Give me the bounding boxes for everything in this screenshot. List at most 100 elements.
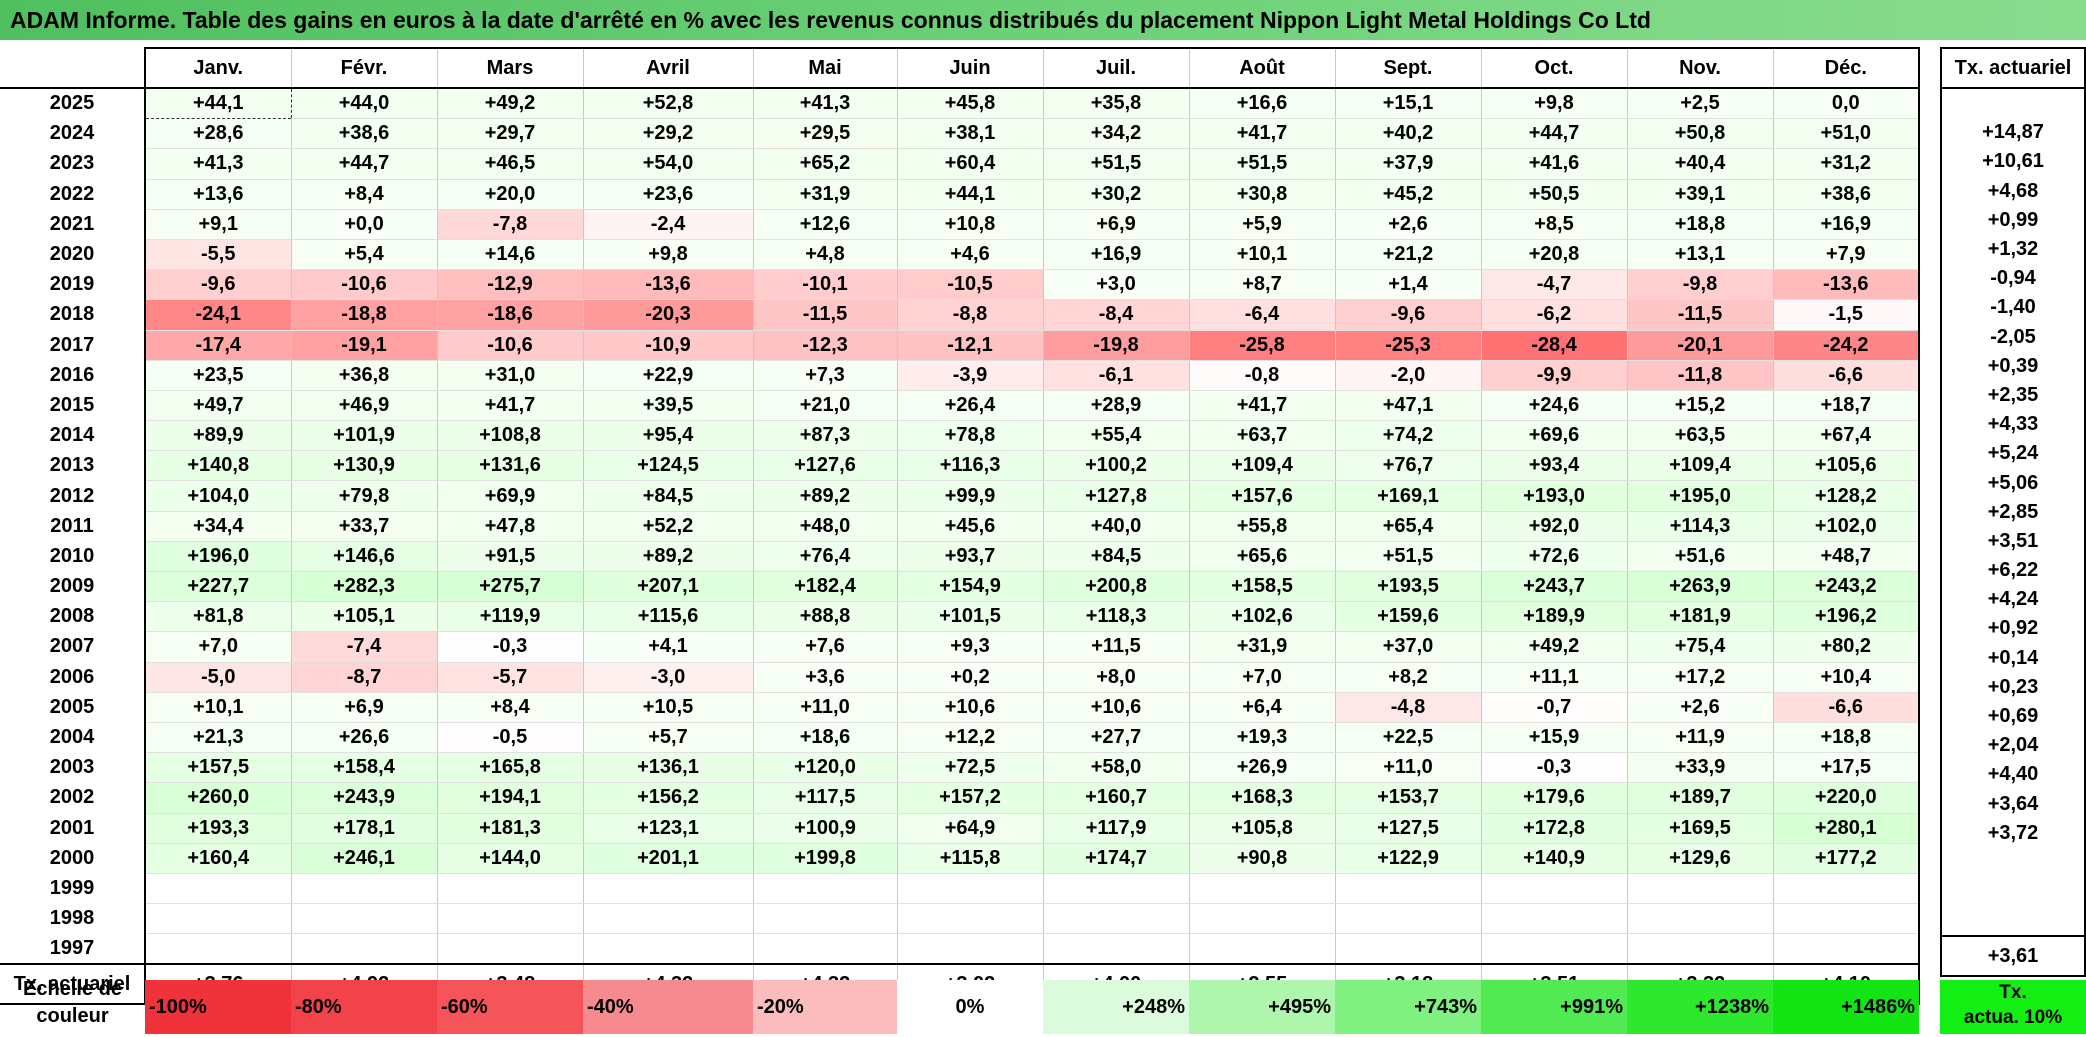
gain-cell: +10,8 [897, 209, 1044, 240]
gain-cell: +45,8 [897, 88, 1044, 120]
gain-cell: +79,8 [291, 480, 438, 512]
gain-cell: +11,1 [1481, 662, 1628, 693]
year-label: 2003 [0, 752, 146, 783]
table-row: 2012 +104,0 +79,8 +69,9 +84,5 +89,2 +99,9 +127,… [0, 480, 1920, 512]
month-header: Avril [583, 47, 754, 89]
table-row: 1997 [0, 933, 1920, 965]
gain-cell: -24,2 [1773, 330, 1920, 361]
gain-cell: +101,9 [291, 420, 438, 452]
gain-cell: +44,1 [145, 87, 292, 120]
gain-cell: +16,9 [1773, 209, 1920, 240]
gain-cell: +89,2 [583, 541, 754, 573]
month-header: Févr. [291, 47, 438, 89]
month-header: Nov. [1627, 47, 1774, 89]
gain-cell: +23,5 [145, 360, 292, 391]
month-header: Mai [753, 47, 898, 89]
gain-cell: +4,6 [897, 239, 1044, 271]
gain-cell: +160,7 [1043, 782, 1190, 814]
gain-cell: +37,9 [1335, 148, 1482, 180]
gain-cell: -8,8 [897, 299, 1044, 331]
table-row: 2022 +13,6 +8,4 +20,0 +23,6 +31,9 +44,1 +30,2 +3… [0, 179, 1920, 210]
gain-cell: +109,4 [1627, 450, 1774, 482]
table-row: 2009 +227,7 +282,3 +275,7 +207,1 +182,4 +154,9… [0, 571, 1920, 603]
year-label: 2008 [0, 601, 146, 632]
color-scale-cell: +1238% [1627, 980, 1773, 1034]
gain-cell: +55,4 [1043, 420, 1190, 452]
gain-cell: -13,6 [583, 269, 754, 301]
gain-cell: +37,0 [1335, 631, 1482, 663]
gain-cell: +169,5 [1627, 813, 1774, 844]
month-header: Janv. [145, 47, 292, 89]
overall-rate-cell: +3,61 [1940, 935, 2086, 978]
gain-cell: +9,8 [583, 239, 754, 271]
gain-cell: +41,7 [437, 390, 584, 422]
actuarial-rate-cell: +4,68 [1940, 176, 2086, 206]
gain-cell [583, 903, 754, 935]
gain-cell [437, 873, 584, 905]
gain-cell: +158,5 [1189, 571, 1336, 603]
gain-cell [583, 873, 754, 905]
actuarial-rate-cell: +3,64 [1940, 789, 2086, 819]
gain-cell: -10,5 [897, 269, 1044, 301]
year-label: 2020 [0, 239, 146, 270]
gain-cell: -9,6 [1335, 299, 1482, 331]
gain-cell: +40,0 [1043, 511, 1190, 542]
color-scale-cell: -40% [583, 980, 753, 1034]
gain-cell: +13,6 [145, 179, 292, 210]
footer-label: Tx. actuariel [0, 963, 146, 1006]
gain-cell: +3,0 [1043, 269, 1190, 301]
gain-cell: +115,6 [583, 601, 754, 633]
actuarial-rate-cell: -2,05 [1940, 322, 2086, 352]
year-label: 1999 [0, 873, 146, 904]
gain-cell: +24,6 [1481, 390, 1628, 422]
gain-cell: +16,6 [1189, 88, 1336, 120]
table-row: 2023 +41,3 +44,7 +46,5 +54,0 +65,2 +60,4 +51,5 +… [0, 148, 1920, 180]
gain-cell [753, 933, 898, 965]
month-header: Juil. [1043, 47, 1190, 89]
gain-cell [1335, 873, 1482, 905]
gain-cell: +7,0 [1189, 662, 1336, 693]
gain-cell: +102,0 [1773, 511, 1920, 542]
gain-cell: +20,0 [437, 179, 584, 210]
gain-cell: +196,2 [1773, 601, 1920, 633]
gain-cell: +189,7 [1627, 782, 1774, 814]
gain-cell: +102,6 [1189, 601, 1336, 633]
gain-cell: +105,1 [291, 601, 438, 633]
gain-cell: +74,2 [1335, 420, 1482, 452]
gain-cell: +76,7 [1335, 450, 1482, 482]
gain-cell: +30,2 [1043, 179, 1190, 210]
gain-cell: +109,4 [1189, 450, 1336, 482]
gain-cell: -0,3 [437, 631, 584, 663]
gain-cell: +243,9 [291, 782, 438, 814]
gain-cell: +153,7 [1335, 782, 1482, 814]
gain-cell: +52,8 [583, 88, 754, 120]
gain-cell: +140,8 [145, 450, 292, 482]
gain-cell: +169,1 [1335, 480, 1482, 512]
gain-cell: -13,6 [1773, 269, 1920, 301]
gain-cell: +127,8 [1043, 480, 1190, 512]
gain-cell: +178,1 [291, 813, 438, 844]
gain-cell: +122,9 [1335, 843, 1482, 874]
gain-cell [1189, 903, 1336, 935]
month-header: Août [1189, 47, 1336, 89]
table-row: 2011 +34,4 +33,7 +47,8 +52,2 +48,0 +45,6 +40,0 +… [0, 511, 1920, 542]
gain-cell: +47,1 [1335, 390, 1482, 422]
gain-cell: +44,7 [1481, 118, 1628, 150]
actuarial-rate-cell: +14,87 [1940, 118, 2086, 148]
gain-cell: +140,9 [1481, 843, 1628, 874]
table-row: 2024 +28,6 +38,6 +29,7 +29,2 +29,5 +38,1 +34,2 +… [0, 118, 1920, 150]
gain-cell: -24,1 [145, 299, 292, 331]
gain-cell: +9,3 [897, 631, 1044, 663]
month-header: Déc. [1773, 47, 1920, 89]
gain-cell: -20,3 [583, 299, 754, 331]
gain-cell [1189, 933, 1336, 965]
gain-cell: +2,6 [1627, 692, 1774, 723]
gain-cell: +108,8 [437, 420, 584, 452]
gain-cell: +31,0 [437, 360, 584, 391]
actuarial-rate-cell: +0,23 [1940, 672, 2086, 702]
gain-cell: +201,1 [583, 843, 754, 874]
gain-cell: +29,2 [583, 118, 754, 150]
gain-cell: +243,7 [1481, 571, 1628, 603]
gain-cell: -12,1 [897, 330, 1044, 361]
gain-cell: -19,8 [1043, 330, 1190, 361]
